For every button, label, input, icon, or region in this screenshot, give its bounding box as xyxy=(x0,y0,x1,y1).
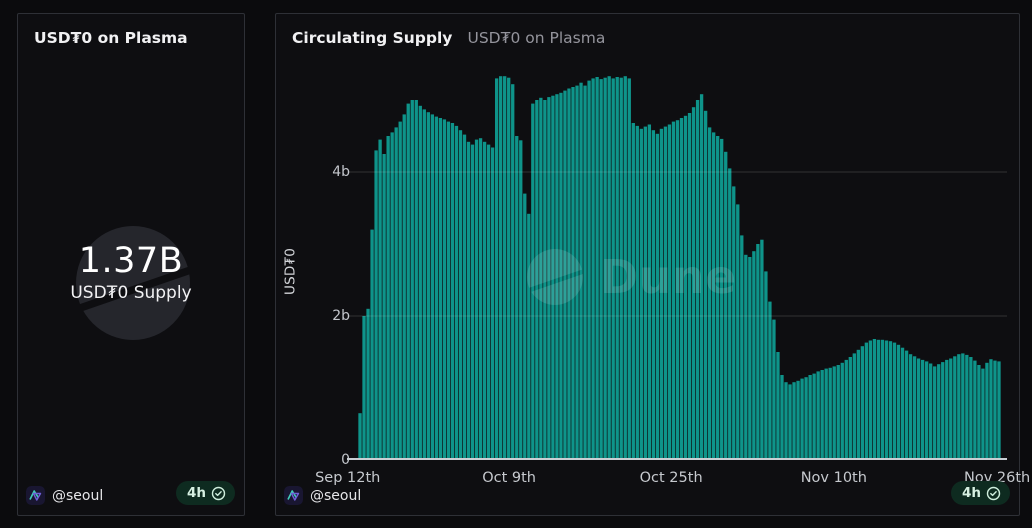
counter-value-group: 1.37B USD₮0 Supply xyxy=(18,240,244,304)
dune-logo-watermark xyxy=(74,224,192,342)
counter-author-link[interactable]: @seoul xyxy=(26,486,103,505)
supply-bar-chart[interactable] xyxy=(347,64,1007,461)
chart-footer: @seoul 4h xyxy=(276,475,1019,515)
x-tick-label: Sep 12th xyxy=(315,470,381,486)
counter-value: 1.37B xyxy=(78,241,184,281)
y-tick-label: 2b xyxy=(332,308,350,324)
counter-panel: USD₮0 on Plasma 1.37B USD₮0 Supply @seou… xyxy=(17,13,245,516)
counter-panel-title: USD₮0 on Plasma xyxy=(34,29,188,47)
y-tick-label: 0 xyxy=(341,452,350,468)
counter-value-label: USD₮0 Supply xyxy=(70,283,192,303)
chart-refresh-badge[interactable]: 4h xyxy=(950,481,1010,505)
dune-circle-icon xyxy=(76,226,190,340)
chart-panel: Circulating Supply USD₮0 on Plasma USD₮0… xyxy=(275,13,1030,516)
author-avatar-icon xyxy=(284,486,303,505)
counter-refresh-badge[interactable]: 4h xyxy=(175,481,235,505)
chart-author-name: @seoul xyxy=(310,487,362,504)
y-axis-title: USD₮0 xyxy=(282,247,299,296)
verified-check-icon xyxy=(211,486,226,500)
x-tick-label: Oct 25th xyxy=(639,470,703,486)
author-avatar-icon xyxy=(26,486,45,505)
y-tick-label: 4b xyxy=(332,164,350,180)
counter-refresh-interval: 4h xyxy=(186,485,206,501)
chart-title: Circulating Supply xyxy=(292,29,453,47)
chart-subtitle: USD₮0 on Plasma xyxy=(467,29,606,47)
chart-refresh-interval: 4h xyxy=(961,485,981,501)
verified-check-icon xyxy=(986,486,1001,500)
x-tick-label: Nov 10th xyxy=(800,470,867,486)
x-tick-label: Oct 9th xyxy=(482,470,536,486)
chart-author-link[interactable]: @seoul xyxy=(284,486,361,505)
counter-author-name: @seoul xyxy=(52,487,104,504)
counter-footer: @seoul 4h xyxy=(18,475,244,515)
